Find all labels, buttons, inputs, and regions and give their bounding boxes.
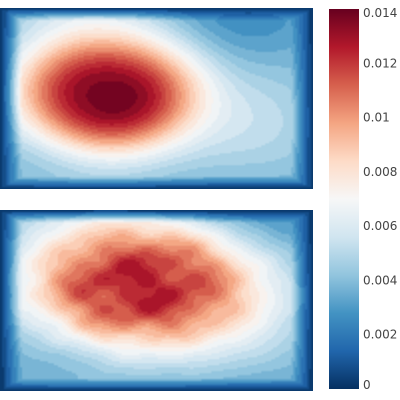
colorbar-tick-label: 0 xyxy=(363,378,371,392)
colorbar: 0 0.002 0.004 0.006 0.008 0.01 0.012 0.014 xyxy=(329,6,397,392)
heatmap-image xyxy=(0,210,313,391)
heatmap-image xyxy=(0,8,313,189)
colorbar-tick-label: 0.004 xyxy=(363,273,397,287)
colorbar-tick-label: 0.006 xyxy=(363,219,397,233)
colorbar-tick-label: 0.002 xyxy=(363,328,397,342)
colorbar-tick-label: 0.014 xyxy=(363,6,397,20)
heatmap-panel-top xyxy=(0,8,313,189)
colorbar-gradient xyxy=(329,9,359,389)
colorbar-tick-label: 0.01 xyxy=(363,111,390,125)
colorbar-tick-label: 0.012 xyxy=(363,56,397,70)
heatmap-panel-bottom xyxy=(0,210,313,391)
colorbar-tick-label: 0.008 xyxy=(363,165,397,179)
